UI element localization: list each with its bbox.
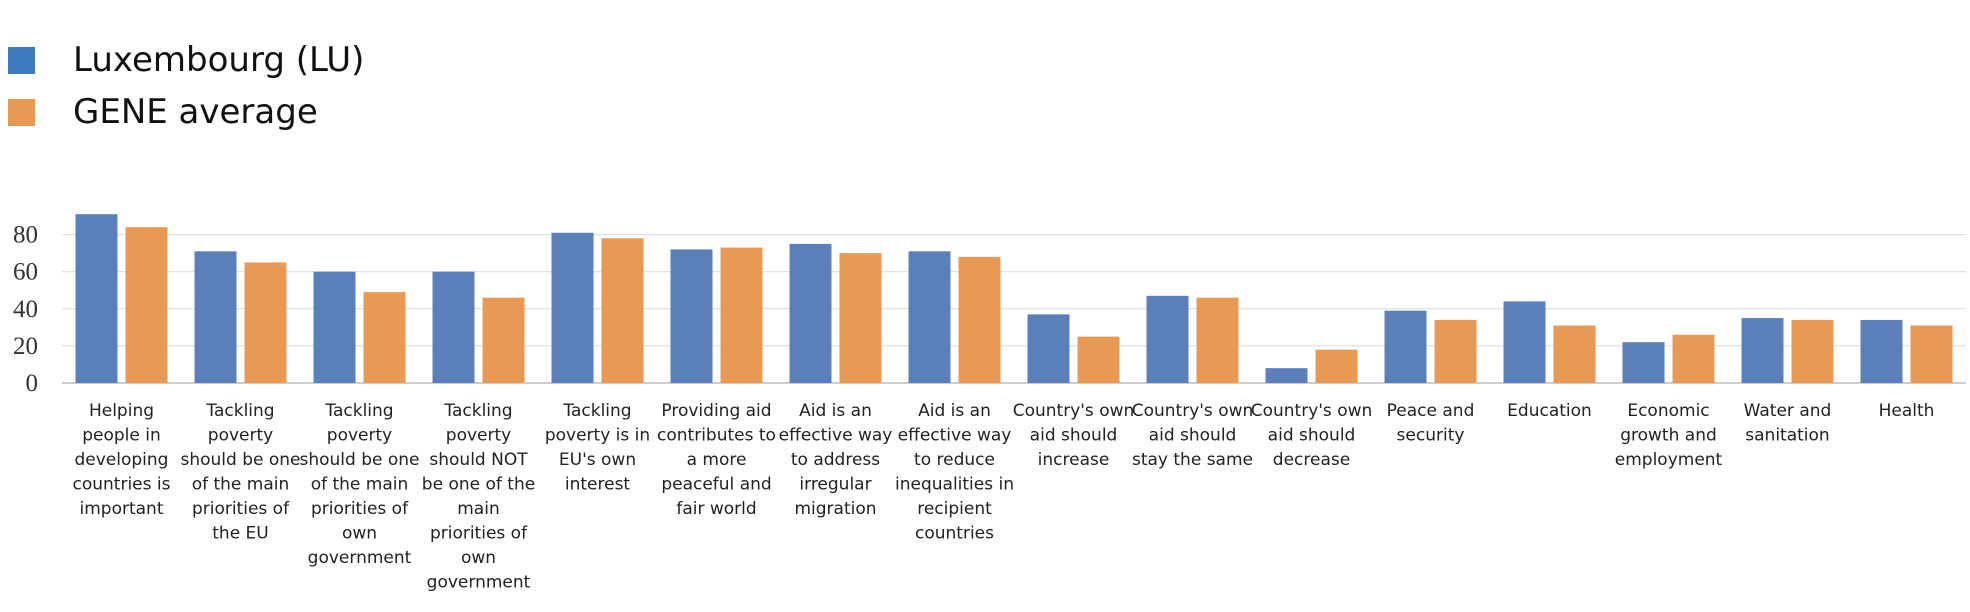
- bar-luxembourg-7: [908, 251, 951, 383]
- y-tick-label: 0: [26, 370, 39, 397]
- bar-luxembourg-15: [1860, 319, 1903, 383]
- bar-luxembourg-3: [432, 271, 475, 383]
- bar-luxembourg-10: [1265, 368, 1308, 383]
- bar-gene-average-2: [363, 292, 406, 383]
- x-category-label: Providing aid contributes to a more peacefu…: [657, 401, 776, 519]
- bar-gene-average-14: [1791, 319, 1834, 383]
- bar-luxembourg-1: [194, 251, 237, 383]
- x-category-label: Education: [1507, 401, 1592, 421]
- y-tick-label: 60: [13, 259, 38, 286]
- y-axis: 0 20 40 60 80: [13, 222, 38, 397]
- bar-gene-average-6: [839, 253, 882, 383]
- bar-gene-average-15: [1910, 325, 1953, 383]
- bar-luxembourg-12: [1503, 301, 1546, 383]
- bars: [75, 214, 1953, 383]
- bar-luxembourg-5: [670, 249, 713, 383]
- bar-luxembourg-6: [789, 243, 832, 383]
- bar-luxembourg-9: [1146, 295, 1189, 383]
- x-category-label: Country's own aid should decrease: [1251, 401, 1373, 470]
- bar-gene-average-7: [958, 256, 1001, 383]
- x-category-label: Tackling poverty should be one of the main p…: [180, 401, 300, 544]
- x-category-label: Aid is an effective way to address irregula…: [779, 401, 893, 519]
- x-category-label: Tackling poverty should be one of the main p…: [299, 401, 419, 568]
- bar-luxembourg-0: [75, 214, 118, 383]
- bar-gene-average-3: [482, 297, 525, 383]
- y-tick-label: 20: [13, 333, 38, 360]
- x-category-label: Peace and security: [1387, 401, 1475, 446]
- legend-swatch-luxembourg: [8, 46, 35, 74]
- bar-gene-average-11: [1434, 319, 1477, 383]
- bar-luxembourg-2: [313, 271, 356, 383]
- legend-item-luxembourg: Luxembourg (LU): [8, 34, 364, 86]
- bar-gene-average-0: [125, 227, 168, 383]
- x-category-label: Country's own aid should increase: [1013, 401, 1135, 470]
- legend-item-gene-average: GENE average: [8, 86, 364, 138]
- bar-gene-average-4: [601, 238, 644, 383]
- bar-gene-average-10: [1315, 349, 1358, 383]
- bar-luxembourg-4: [551, 232, 594, 383]
- chart-legend: Luxembourg (LU) GENE average: [8, 34, 364, 138]
- x-category-label: Tackling poverty should NOT be one of the ma…: [422, 401, 535, 593]
- legend-label-luxembourg: Luxembourg (LU): [73, 40, 365, 80]
- x-axis-labels: Helping people in developing countries is im…: [73, 401, 1935, 593]
- bar-gene-average-12: [1553, 325, 1596, 383]
- bar-luxembourg-8: [1027, 314, 1070, 383]
- bar-gene-average-8: [1077, 336, 1120, 383]
- bar-luxembourg-11: [1384, 310, 1427, 383]
- x-category-label: Water and sanitation: [1744, 401, 1832, 446]
- x-category-label: Helping people in developing countries is im…: [73, 401, 171, 519]
- legend-label-gene-average: GENE average: [73, 92, 318, 132]
- bar-gene-average-1: [244, 262, 287, 383]
- x-category-label: Health: [1879, 401, 1935, 421]
- bar-gene-average-9: [1196, 297, 1239, 383]
- x-category-label: Economic growth and employment: [1615, 401, 1723, 470]
- bar-luxembourg-13: [1622, 342, 1665, 383]
- x-category-label: Country's own aid should stay the same: [1132, 401, 1254, 470]
- bar-gene-average-13: [1672, 334, 1715, 383]
- legend-swatch-gene-average: [8, 98, 35, 126]
- x-category-label: Aid is an effective way to reduce inequalit…: [895, 401, 1014, 544]
- bar-gene-average-5: [720, 247, 763, 383]
- y-tick-label: 40: [13, 296, 38, 323]
- bar-luxembourg-14: [1741, 318, 1784, 383]
- x-category-label: Tackling poverty is in EU's own interest: [545, 401, 650, 495]
- y-tick-label: 80: [13, 222, 38, 249]
